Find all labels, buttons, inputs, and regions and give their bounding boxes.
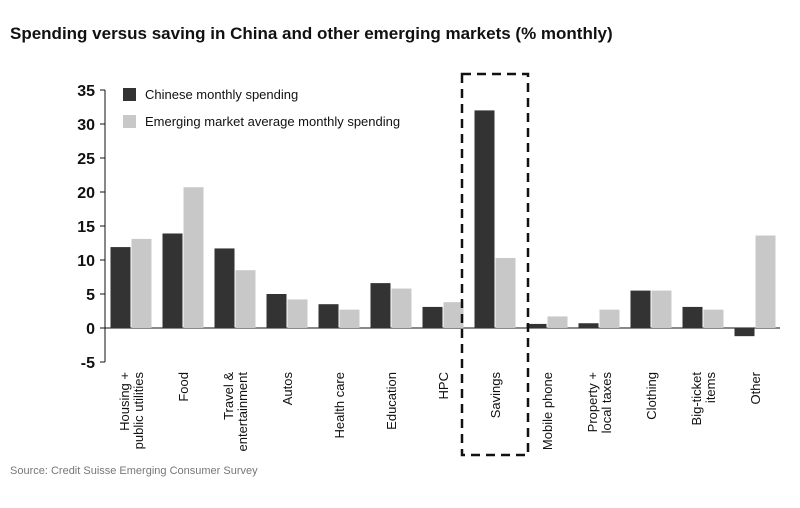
em-bar-3: [287, 299, 308, 328]
china-bar-4: [318, 304, 339, 328]
y-tick-label: 15: [77, 219, 95, 236]
x-category-label-line: Health care: [332, 372, 347, 438]
china-bar-12: [734, 328, 755, 337]
em-bar-4: [339, 309, 360, 328]
china-bar-9: [578, 323, 599, 328]
em-bar-2: [235, 270, 256, 328]
savings-highlight: [460, 72, 530, 457]
em-bar-1: [183, 187, 204, 328]
em-bar-7: [495, 257, 516, 328]
em-bar-0: [131, 238, 152, 328]
y-tick-label: 25: [77, 151, 95, 168]
x-category-label: Travel &entertainment: [221, 372, 250, 452]
y-tick-label: 0: [86, 321, 95, 338]
x-category-label-line: Big-ticket: [689, 372, 704, 426]
bars: [110, 110, 776, 337]
x-category-label: Autos: [280, 372, 295, 406]
x-category-label: Clothing: [644, 372, 659, 420]
china-bar-10: [630, 290, 651, 328]
em-bar-5: [391, 288, 412, 328]
x-category-label: Food: [176, 372, 191, 402]
x-category-label-line: Clothing: [644, 372, 659, 420]
legend-swatch: [123, 115, 136, 128]
x-category-label-line: HPC: [436, 372, 451, 399]
x-axis-labels: Housing +public utilities Food Travel &ent…: [117, 371, 763, 451]
x-category-label: HPC: [436, 372, 451, 399]
x-category-label: Education: [384, 372, 399, 430]
x-category-label: Mobile phone: [540, 372, 555, 450]
em-bar-11: [703, 309, 724, 328]
legend-label: Chinese monthly spending: [145, 87, 298, 102]
china-bar-8: [526, 323, 547, 328]
em-bar-9: [599, 309, 620, 328]
legend: Chinese monthly spending Emerging market …: [123, 87, 400, 129]
china-bar-1: [162, 233, 183, 328]
em-bar-12: [755, 235, 776, 328]
china-bar-2: [214, 248, 235, 328]
y-tick-label: -5: [81, 355, 95, 372]
y-tick-label: 10: [77, 253, 95, 270]
x-category-label: Other: [748, 371, 763, 404]
legend-swatch: [123, 88, 136, 101]
chart-title: Spending versus saving in China and othe…: [10, 24, 613, 43]
x-category-label-line: Other: [748, 371, 763, 404]
china-bar-3: [266, 294, 287, 328]
x-category-label-line: Autos: [280, 372, 295, 406]
em-bar-6: [443, 302, 464, 328]
x-category-label-line: Education: [384, 372, 399, 430]
x-category-label-line: local taxes: [599, 372, 614, 434]
china-bar-6: [422, 306, 443, 328]
x-category-label-line: entertainment: [235, 372, 250, 452]
x-category-label: Savings: [488, 372, 503, 419]
x-category-label: Health care: [332, 372, 347, 438]
x-category-label-line: Travel &: [221, 372, 236, 420]
china-bar-11: [682, 306, 703, 328]
y-tick-label: 35: [77, 83, 95, 100]
x-category-label-line: Housing +: [117, 372, 132, 431]
x-category-label: Big-ticketitems: [689, 372, 718, 426]
em-bar-8: [547, 316, 568, 328]
y-tick-label: 20: [77, 185, 95, 202]
china-bar-0: [110, 247, 131, 328]
x-category-label: Property +local taxes: [585, 372, 614, 434]
x-category-label-line: public utilities: [131, 372, 146, 450]
china-bar-7: [474, 110, 495, 329]
x-category-label-line: Food: [176, 372, 191, 402]
source-note: Source: Credit Suisse Emerging Consumer …: [10, 465, 258, 477]
x-category-label-line: items: [703, 372, 718, 404]
x-category-label-line: Savings: [488, 372, 503, 419]
x-category-label: Housing +public utilities: [117, 372, 146, 450]
y-tick-label: 5: [86, 287, 95, 304]
x-category-label-line: Mobile phone: [540, 372, 555, 450]
x-category-label-line: Property +: [585, 372, 600, 432]
legend-label: Emerging market average monthly spending: [145, 114, 400, 129]
china-bar-5: [370, 283, 391, 328]
em-bar-10: [651, 290, 672, 328]
highlight-box: [460, 72, 530, 457]
y-tick-label: 30: [77, 117, 95, 134]
